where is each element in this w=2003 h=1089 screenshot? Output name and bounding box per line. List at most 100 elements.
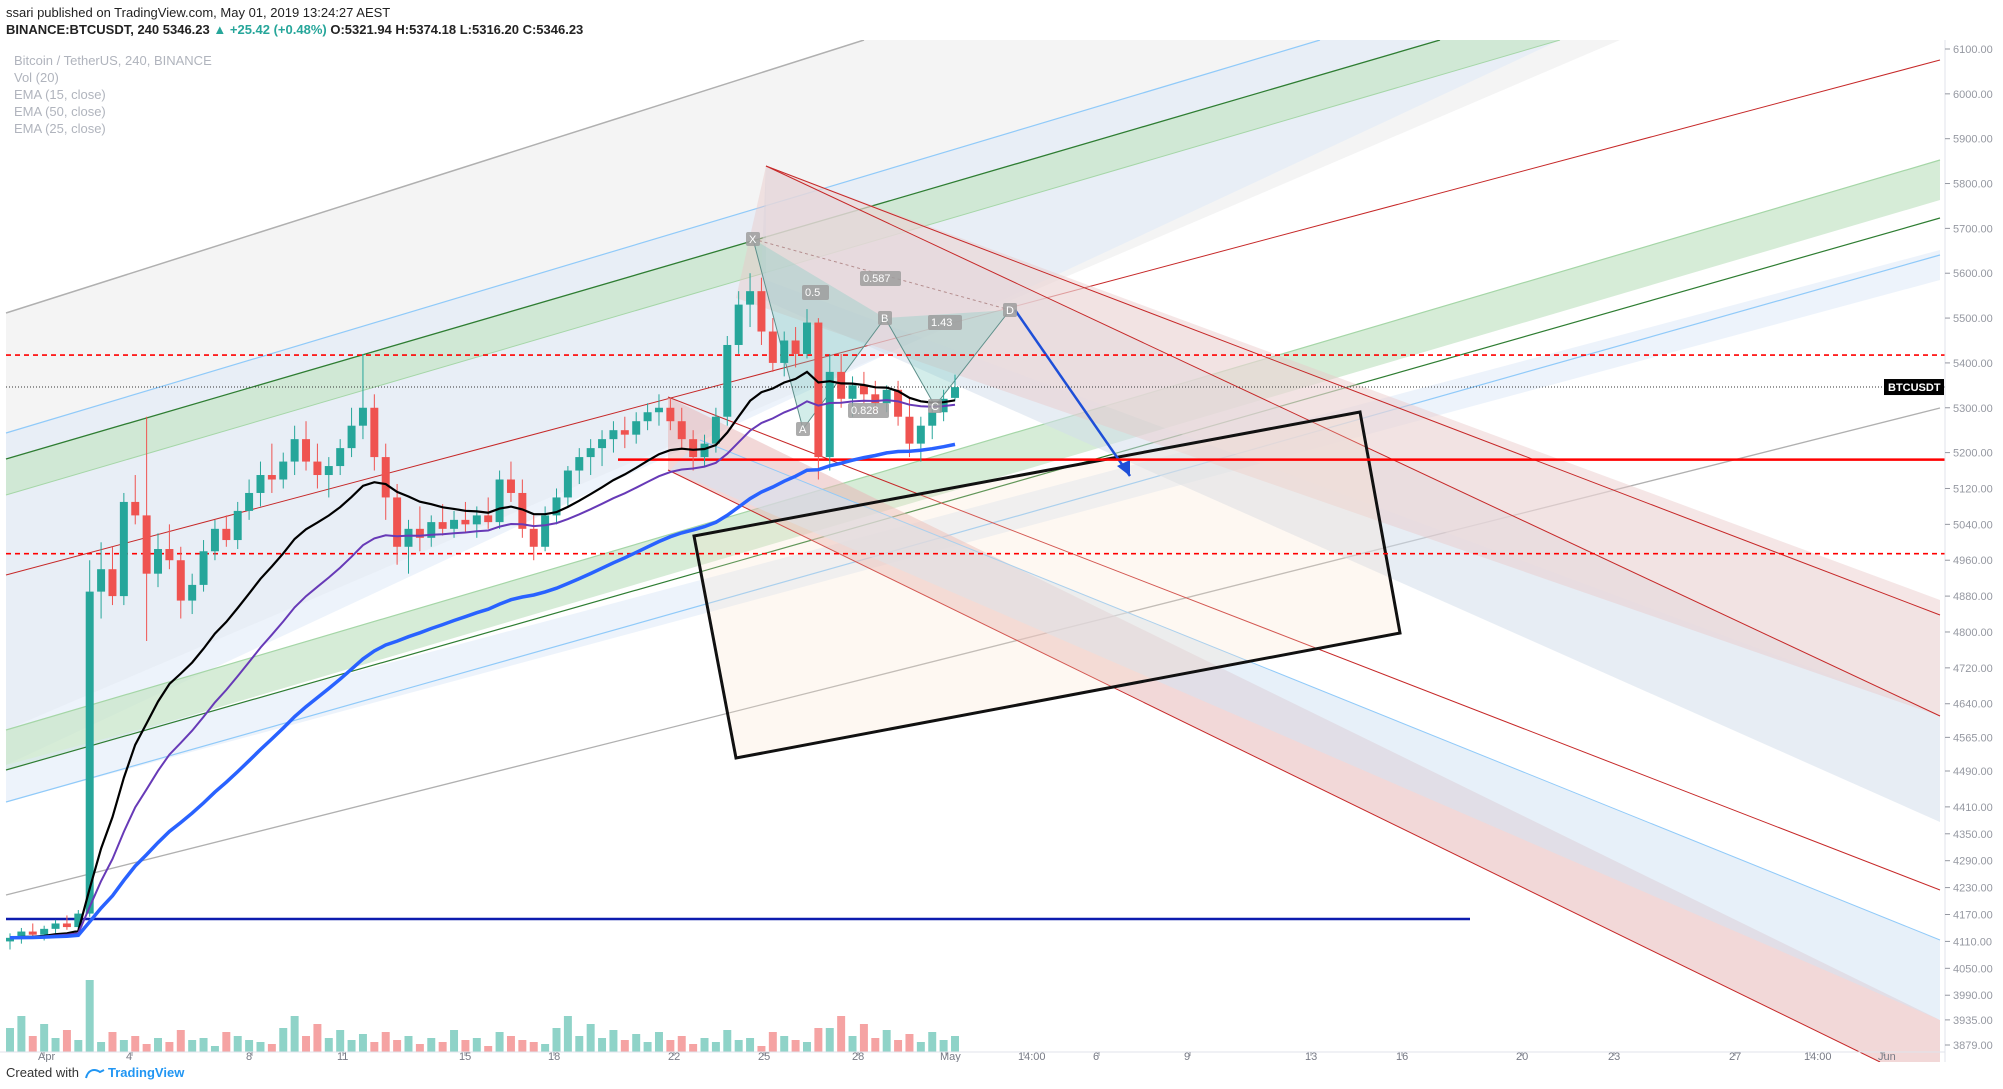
x-tick-label: May xyxy=(940,1051,961,1062)
pattern-point-label: A xyxy=(799,424,807,436)
candle-body xyxy=(450,519,459,529)
candle-body xyxy=(393,497,402,547)
candle-body xyxy=(62,923,71,928)
ema-15-line[interactable] xyxy=(9,370,956,939)
candle-body xyxy=(689,439,698,458)
candle-body xyxy=(6,937,14,942)
legend-title: Bitcoin / TetherUS, 240, BINANCE xyxy=(14,53,212,68)
candle-body xyxy=(290,439,299,462)
y-tick-label: 4880.00 xyxy=(1953,591,1993,603)
pattern-ratio-label: 0.5 xyxy=(805,287,820,299)
x-tick-label: 25 xyxy=(758,1051,770,1062)
volume-bar xyxy=(370,1042,379,1052)
x-tick-label: 20 xyxy=(1516,1051,1528,1062)
volume-bar xyxy=(689,1044,698,1052)
y-tick-label: 4565.00 xyxy=(1953,732,1993,744)
y-axis-background xyxy=(1945,40,2003,1062)
volume-bar xyxy=(131,1036,140,1052)
candle-body xyxy=(825,371,834,458)
y-tick-label: 3935.00 xyxy=(1953,1015,1993,1027)
volume-bar xyxy=(916,1042,925,1052)
candle-body xyxy=(119,501,128,597)
x-tick-label: 15 xyxy=(459,1051,471,1062)
legend-volume[interactable]: Vol (20) xyxy=(14,70,59,85)
y-tick-label: 3990.00 xyxy=(1953,990,1993,1002)
pattern-point-label: X xyxy=(749,234,757,246)
candle-body xyxy=(28,931,37,935)
candle-body xyxy=(267,475,276,480)
candle-body xyxy=(199,551,208,585)
candle-body xyxy=(859,385,868,395)
y-tick-label: 5040.00 xyxy=(1953,519,1993,531)
publisher-user[interactable]: ssari xyxy=(6,5,34,20)
volume-bar xyxy=(723,1030,732,1052)
volume-bar xyxy=(393,1040,402,1052)
y-tick-label: 4410.00 xyxy=(1953,802,1993,814)
pattern-ratio-badge xyxy=(848,403,889,418)
legend-ema-25[interactable]: EMA (25, close) xyxy=(14,121,106,136)
candle-body xyxy=(768,331,777,363)
candle-body xyxy=(541,515,550,547)
pattern-point-badge xyxy=(928,399,942,413)
candle-body xyxy=(632,421,641,435)
candle-body xyxy=(586,448,595,458)
volume-bar xyxy=(176,1030,185,1052)
tradingview-brand-label: TradingView xyxy=(107,1065,185,1080)
volume-bar xyxy=(450,1030,459,1052)
candle-body xyxy=(837,371,846,399)
candle-body xyxy=(495,479,504,523)
volume-bar xyxy=(358,1034,367,1052)
symbol-tag xyxy=(1884,379,1944,396)
legend-ema-50[interactable]: EMA (50, close) xyxy=(14,104,106,119)
volume-bar xyxy=(814,1028,823,1052)
x-tick-label: 22 xyxy=(668,1051,680,1062)
volume-bar xyxy=(882,1030,891,1052)
x-tick-label: 18 xyxy=(548,1051,560,1062)
x-axis: Apr 4 8 11 15 18 22 25 28 May 14:00 6 9 13 16 20 23 27 14:… xyxy=(0,1051,1945,1062)
pattern-ratio-label: 0.587 xyxy=(863,273,891,285)
x-tick-label: 6 xyxy=(1093,1051,1099,1062)
tradingview-logo-icon xyxy=(85,1068,105,1078)
volume-bar xyxy=(894,1040,903,1052)
last-price: 5346.23 xyxy=(162,22,210,37)
volume-bar xyxy=(848,1036,857,1052)
volume-bar xyxy=(108,1032,117,1052)
volume-bar xyxy=(210,1046,219,1052)
volume-bar xyxy=(803,1042,811,1052)
candle-body xyxy=(302,439,311,462)
publisher-text: published on TradingView.com, May 01, 20… xyxy=(37,5,391,20)
y-tick-label: 6000.00 xyxy=(1953,89,1993,101)
tradingview-brand[interactable]: TradingView xyxy=(85,1065,184,1080)
y-tick-label: 4230.00 xyxy=(1953,883,1993,895)
pattern-point-label: B xyxy=(881,313,888,325)
candle-body xyxy=(598,439,607,449)
volume-bar xyxy=(438,1042,447,1052)
y-tick-label: 5700.00 xyxy=(1953,223,1993,235)
volume-bar xyxy=(279,1028,288,1052)
volume-bar xyxy=(871,1038,880,1052)
y-tick-label: 5400.00 xyxy=(1953,358,1993,370)
pattern-ratio-label: 0.828 xyxy=(851,405,879,417)
x-tick-label: 11 xyxy=(337,1051,348,1062)
legend-ema-15[interactable]: EMA (15, close) xyxy=(14,87,106,102)
x-tick-label: Apr xyxy=(38,1051,55,1062)
volume-bar xyxy=(518,1040,527,1052)
ema-25-line[interactable] xyxy=(9,399,956,939)
candle-body xyxy=(279,461,288,480)
candle-body xyxy=(711,416,720,444)
candle-body xyxy=(905,416,914,444)
candle-body xyxy=(370,407,379,458)
y-tick-label: 4050.00 xyxy=(1953,963,1993,975)
candle-body xyxy=(780,340,789,363)
y-tick-label: 3879.00 xyxy=(1953,1040,1993,1052)
quote-line: BINANCE:BTCUSDT, 240 5346.23 ▲ +25.42 (+… xyxy=(6,21,583,38)
y-tick-label: 5200.00 xyxy=(1953,448,1993,460)
price-chart[interactable]: 5417.415184.424974.50BTCUSDT5346.23 XABC… xyxy=(0,40,2003,1062)
candle-body xyxy=(472,515,481,525)
y-tick-label: 4640.00 xyxy=(1953,699,1993,711)
ema-50-line[interactable] xyxy=(9,442,956,940)
volume-bar xyxy=(859,1024,868,1052)
volume-bar xyxy=(461,1040,470,1052)
x-tick-label: 16 xyxy=(1396,1051,1408,1062)
candle-body xyxy=(336,448,345,467)
